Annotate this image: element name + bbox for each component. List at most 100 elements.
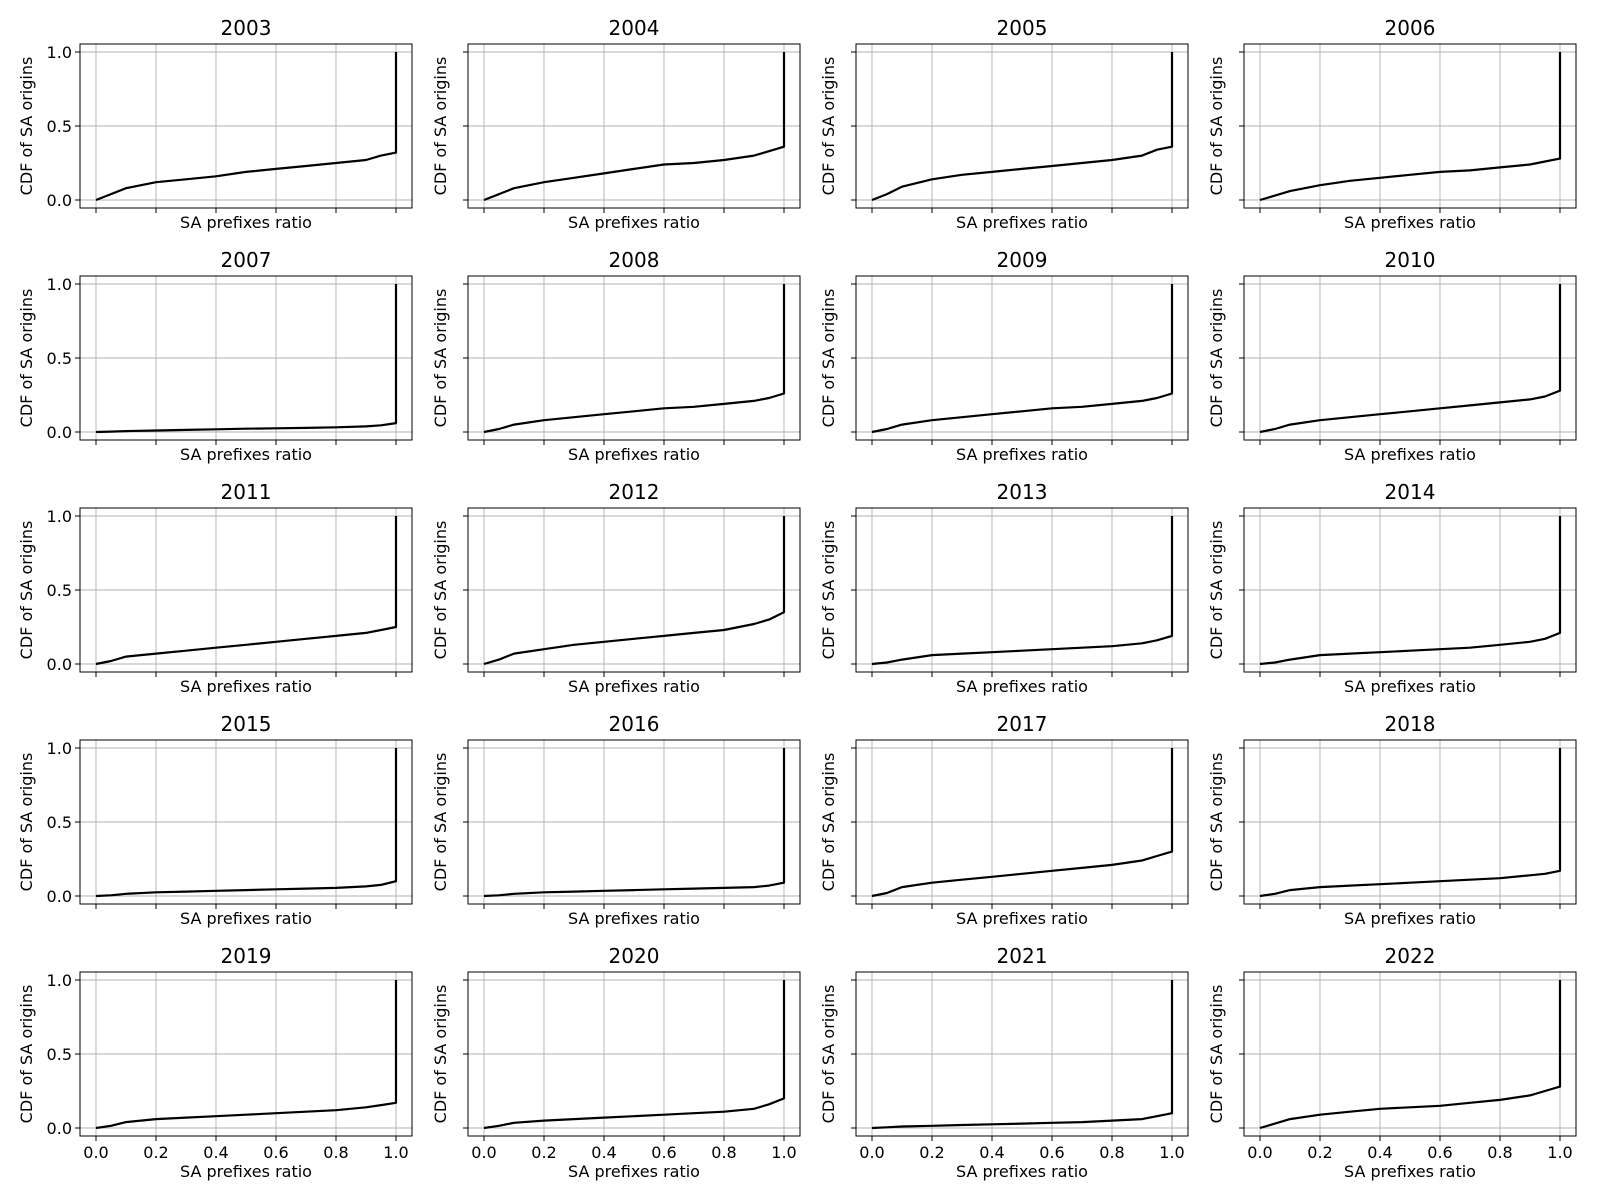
y-axis-label: CDF of SA origins bbox=[1207, 521, 1226, 660]
chart-panel-2012: 2012 SA prefixes ratio CDF of SA origins bbox=[431, 480, 801, 696]
chart-panel-2007: 0.0 0.5 1.0 2007 SA prefixes ratio CDF of SA … bbox=[17, 248, 413, 464]
x-tick-label: 1.0 bbox=[771, 1143, 796, 1162]
x-axis-label: SA prefixes ratio bbox=[568, 677, 700, 696]
cdf-series-line bbox=[1259, 748, 1562, 898]
x-axis-label: SA prefixes ratio bbox=[568, 909, 700, 928]
x-tick-label: 0.0 bbox=[859, 1143, 884, 1162]
x-tick-label: 0.0 bbox=[1247, 1143, 1272, 1162]
x-tick-label: 1.0 bbox=[1547, 1143, 1572, 1162]
y-tick-label: 0.5 bbox=[47, 581, 72, 600]
x-tick-label: 0.2 bbox=[143, 1143, 168, 1162]
y-axis-label: CDF of SA origins bbox=[431, 753, 450, 892]
cdf-series-line bbox=[871, 284, 1174, 434]
x-tick-label: 0.4 bbox=[591, 1143, 616, 1162]
cdf-series-line bbox=[1259, 284, 1562, 434]
y-axis-label: CDF of SA origins bbox=[17, 521, 36, 660]
y-axis-label: CDF of SA origins bbox=[819, 521, 838, 660]
chart-panel-2011: 0.0 0.5 1.0 2011 SA prefixes ratio CDF of SA … bbox=[17, 480, 413, 696]
panel-title: 2015 bbox=[221, 712, 272, 736]
y-tick-label: 0.0 bbox=[47, 655, 72, 674]
x-tick-label: 0.0 bbox=[471, 1143, 496, 1162]
panel-title: 2022 bbox=[1385, 944, 1436, 968]
panel-title: 2010 bbox=[1385, 248, 1436, 272]
cdf-series-line bbox=[483, 52, 786, 202]
x-tick-label: 0.4 bbox=[1367, 1143, 1392, 1162]
y-tick-label: 0.0 bbox=[47, 191, 72, 210]
panel-title: 2012 bbox=[609, 480, 660, 504]
x-tick-label: 0.8 bbox=[323, 1143, 348, 1162]
y-axis-label: CDF of SA origins bbox=[819, 985, 838, 1124]
x-tick-label: 1.0 bbox=[383, 1143, 408, 1162]
x-axis-label: SA prefixes ratio bbox=[180, 909, 312, 928]
chart-panel-2016: 2016 SA prefixes ratio CDF of SA origins bbox=[431, 712, 801, 928]
panel-title: 2003 bbox=[221, 16, 272, 40]
y-axis-label: CDF of SA origins bbox=[1207, 753, 1226, 892]
y-tick-label: 0.0 bbox=[47, 423, 72, 442]
y-tick-label: 1.0 bbox=[47, 739, 72, 758]
cdf-series-line bbox=[95, 52, 398, 202]
y-tick-label: 0.0 bbox=[47, 1119, 72, 1138]
x-tick-label: 0.8 bbox=[1099, 1143, 1124, 1162]
cdf-series-line bbox=[95, 516, 398, 666]
x-axis-label: SA prefixes ratio bbox=[180, 213, 312, 232]
cdf-series-line bbox=[483, 284, 786, 434]
x-tick-label: 0.2 bbox=[531, 1143, 556, 1162]
x-axis-label: SA prefixes ratio bbox=[1344, 909, 1476, 928]
chart-panel-2008: 2008 SA prefixes ratio CDF of SA origins bbox=[431, 248, 801, 464]
y-axis-label: CDF of SA origins bbox=[431, 521, 450, 660]
cdf-series-line bbox=[483, 516, 786, 666]
cdf-series-line bbox=[483, 748, 786, 898]
y-axis-label: CDF of SA origins bbox=[431, 289, 450, 428]
cdf-series-line bbox=[95, 980, 398, 1130]
panel-title: 2008 bbox=[609, 248, 660, 272]
cdf-series-line bbox=[1259, 980, 1562, 1130]
x-axis-label: SA prefixes ratio bbox=[956, 213, 1088, 232]
panel-title: 2004 bbox=[609, 16, 660, 40]
y-axis-label: CDF of SA origins bbox=[1207, 57, 1226, 196]
y-axis-label: CDF of SA origins bbox=[819, 753, 838, 892]
x-axis-label: SA prefixes ratio bbox=[180, 677, 312, 696]
y-tick-label: 1.0 bbox=[47, 43, 72, 62]
x-axis-label: SA prefixes ratio bbox=[568, 213, 700, 232]
y-tick-label: 0.5 bbox=[47, 117, 72, 136]
x-tick-label: 0.8 bbox=[1487, 1143, 1512, 1162]
x-tick-label: 0.0 bbox=[83, 1143, 108, 1162]
chart-panel-2014: 2014 SA prefixes ratio CDF of SA origins bbox=[1207, 480, 1577, 696]
panel-title: 2013 bbox=[997, 480, 1048, 504]
cdf-series-line bbox=[871, 980, 1174, 1130]
x-axis-label: SA prefixes ratio bbox=[1344, 213, 1476, 232]
panel-title: 2009 bbox=[997, 248, 1048, 272]
x-tick-label: 0.6 bbox=[1039, 1143, 1064, 1162]
panel-title: 2020 bbox=[609, 944, 660, 968]
chart-panel-2005: 2005 SA prefixes ratio CDF of SA origins bbox=[819, 16, 1189, 232]
chart-panel-2015: 0.0 0.5 1.0 2015 SA prefixes ratio CDF of SA … bbox=[17, 712, 413, 928]
x-axis-label: SA prefixes ratio bbox=[1344, 677, 1476, 696]
cdf-series-line bbox=[1259, 516, 1562, 666]
cdf-series-line bbox=[95, 748, 398, 898]
panel-title: 2021 bbox=[997, 944, 1048, 968]
panel-title: 2007 bbox=[221, 248, 272, 272]
x-tick-label: 0.6 bbox=[263, 1143, 288, 1162]
x-axis-label: SA prefixes ratio bbox=[956, 1162, 1088, 1181]
cdf-series-line bbox=[95, 284, 398, 434]
panel-title: 2014 bbox=[1385, 480, 1436, 504]
x-axis-label: SA prefixes ratio bbox=[568, 1162, 700, 1181]
x-tick-label: 0.4 bbox=[203, 1143, 228, 1162]
cdf-series-line bbox=[1259, 52, 1562, 202]
chart-panel-2004: 2004 SA prefixes ratio CDF of SA origins bbox=[431, 16, 801, 232]
x-tick-label: 0.2 bbox=[1307, 1143, 1332, 1162]
x-axis-label: SA prefixes ratio bbox=[956, 909, 1088, 928]
chart-panel-2010: 2010 SA prefixes ratio CDF of SA origins bbox=[1207, 248, 1577, 464]
x-axis-label: SA prefixes ratio bbox=[180, 1162, 312, 1181]
y-tick-label: 0.5 bbox=[47, 813, 72, 832]
y-tick-label: 1.0 bbox=[47, 507, 72, 526]
chart-panel-2020: 0.0 0.2 0.4 0.6 0.8 1.0 2020 SA prefixes ratio C… bbox=[431, 944, 801, 1181]
cdf-series-line bbox=[483, 980, 786, 1130]
cdf-series-line bbox=[871, 52, 1174, 202]
y-axis-label: CDF of SA origins bbox=[819, 289, 838, 428]
y-axis-label: CDF of SA origins bbox=[17, 753, 36, 892]
x-tick-label: 0.8 bbox=[711, 1143, 736, 1162]
chart-panel-2013: 2013 SA prefixes ratio CDF of SA origins bbox=[819, 480, 1189, 696]
chart-panel-2021: 0.0 0.2 0.4 0.6 0.8 1.0 2021 SA prefixes ratio C… bbox=[819, 944, 1189, 1181]
